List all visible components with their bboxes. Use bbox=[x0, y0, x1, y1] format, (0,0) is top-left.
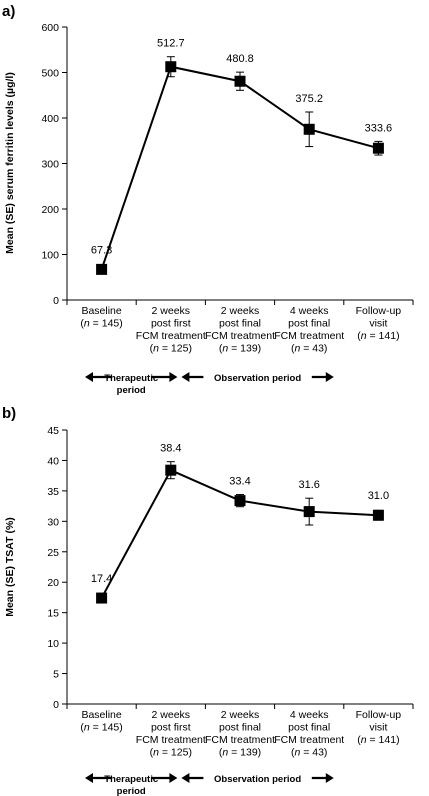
category-label-line: (n = 145) bbox=[80, 318, 122, 330]
arrow-head bbox=[169, 773, 178, 783]
category-label-line: (n = 145) bbox=[80, 722, 122, 734]
y-tick-label: 20 bbox=[47, 577, 59, 589]
panel-label: a) bbox=[2, 3, 15, 20]
category-label-line: (n = 139) bbox=[219, 747, 261, 759]
y-tick-label: 40 bbox=[47, 455, 59, 467]
data-label: 17.4 bbox=[91, 573, 112, 585]
arrow-head bbox=[169, 372, 178, 382]
data-label: 33.4 bbox=[229, 476, 250, 488]
y-axis-title: Mean (SE) serum ferritin levels (µg/l) bbox=[4, 72, 16, 254]
therapeutic-period-label: Therapeutic bbox=[104, 774, 158, 785]
y-tick-label: 35 bbox=[47, 486, 59, 498]
category-label-line: (n = 141) bbox=[357, 734, 399, 746]
y-tick-label: 10 bbox=[47, 638, 59, 650]
y-tick-label: 600 bbox=[41, 22, 59, 34]
y-tick-label: 200 bbox=[41, 204, 59, 216]
category-label-line: post final bbox=[219, 318, 261, 330]
category-label-line: post final bbox=[219, 722, 261, 734]
data-point-marker bbox=[372, 509, 384, 521]
data-label: 375.2 bbox=[295, 93, 323, 105]
y-tick-label: 0 bbox=[53, 295, 59, 307]
category-label-line: FCM treatment bbox=[136, 330, 206, 342]
data-label: 31.0 bbox=[368, 490, 389, 502]
category-label-line: FCM treatment bbox=[205, 734, 275, 746]
y-tick-label: 400 bbox=[41, 113, 59, 125]
y-tick-label: 15 bbox=[47, 608, 59, 620]
observation-period-label: Observation period bbox=[214, 373, 301, 384]
data-point-marker bbox=[165, 464, 177, 476]
arrow-head bbox=[325, 773, 334, 783]
category-label-line: Baseline bbox=[81, 305, 121, 317]
data-point-marker bbox=[96, 263, 108, 275]
category-label-line: FCM treatment bbox=[136, 734, 206, 746]
category-label-line: FCM treatment bbox=[274, 734, 344, 746]
data-point-marker bbox=[303, 123, 315, 135]
category-label-line: (n = 43) bbox=[291, 343, 328, 355]
category-label-line: (n = 139) bbox=[219, 343, 261, 355]
category-label-line: (n = 141) bbox=[357, 330, 399, 342]
category-label-line: Follow-up bbox=[356, 709, 402, 721]
category-label-line: post first bbox=[151, 722, 191, 734]
category-label-line: visit bbox=[369, 318, 387, 330]
category-label-line: Baseline bbox=[81, 709, 121, 721]
y-axis-title: Mean (SE) TSAT (%) bbox=[4, 517, 16, 617]
data-point-marker bbox=[234, 75, 246, 87]
y-tick-label: 100 bbox=[41, 250, 59, 262]
y-tick-label: 500 bbox=[41, 68, 59, 80]
category-label-line: 4 weeks bbox=[290, 709, 329, 721]
arrow-head bbox=[181, 372, 190, 382]
data-point-marker bbox=[303, 506, 315, 518]
category-label-line: post first bbox=[151, 318, 191, 330]
arrow-head bbox=[85, 372, 93, 382]
y-tick-label: 300 bbox=[41, 159, 59, 171]
data-label: 38.4 bbox=[160, 443, 181, 455]
arrow-head bbox=[181, 773, 190, 783]
y-tick-label: 45 bbox=[47, 425, 59, 437]
arrow-head bbox=[325, 372, 334, 382]
data-point-marker bbox=[165, 61, 177, 73]
therapeutic-period-label: period bbox=[117, 385, 146, 396]
therapeutic-period-label: period bbox=[117, 786, 146, 796]
data-point-marker bbox=[234, 495, 246, 507]
category-label-line: (n = 125) bbox=[150, 747, 192, 759]
data-label: 512.7 bbox=[157, 38, 185, 50]
therapeutic-period-label: Therapeutic bbox=[104, 373, 158, 384]
y-tick-label: 5 bbox=[53, 669, 59, 681]
category-label-line: FCM treatment bbox=[274, 330, 344, 342]
category-label-line: post final bbox=[288, 318, 330, 330]
category-label-line: visit bbox=[369, 722, 387, 734]
arrow-head bbox=[85, 773, 93, 783]
panel-label: b) bbox=[2, 405, 16, 422]
category-label-line: 4 weeks bbox=[290, 305, 329, 317]
y-tick-label: 0 bbox=[53, 699, 59, 711]
data-label: 333.6 bbox=[365, 122, 393, 134]
series-line bbox=[100, 468, 379, 599]
category-label-line: 2 weeks bbox=[152, 305, 191, 317]
category-label-line: 2 weeks bbox=[221, 305, 260, 317]
data-label: 67.3 bbox=[91, 244, 112, 256]
category-label-line: (n = 125) bbox=[150, 343, 192, 355]
category-label-line: (n = 43) bbox=[291, 747, 328, 759]
chart-panel-a: a) Mean (SE) serum ferritin levels (µg/l)… bbox=[2, 3, 414, 396]
category-label-line: 2 weeks bbox=[152, 709, 191, 721]
data-point-marker bbox=[96, 592, 108, 604]
observation-period-label: Observation period bbox=[214, 774, 301, 785]
data-label: 480.8 bbox=[226, 53, 254, 65]
category-label-line: post final bbox=[288, 722, 330, 734]
series-line bbox=[100, 65, 379, 270]
chart-panel-b: b) Mean (SE) TSAT (%) 0 5 10 15 20 25 30 35 40 45 Ba… bbox=[2, 405, 414, 796]
data-label: 31.6 bbox=[298, 479, 319, 491]
y-tick-label: 25 bbox=[47, 547, 59, 559]
data-point-marker bbox=[372, 142, 384, 154]
y-tick-label: 30 bbox=[47, 516, 59, 528]
category-label-line: Follow-up bbox=[356, 305, 402, 317]
category-label-line: FCM treatment bbox=[205, 330, 275, 342]
category-label-line: 2 weeks bbox=[221, 709, 260, 721]
